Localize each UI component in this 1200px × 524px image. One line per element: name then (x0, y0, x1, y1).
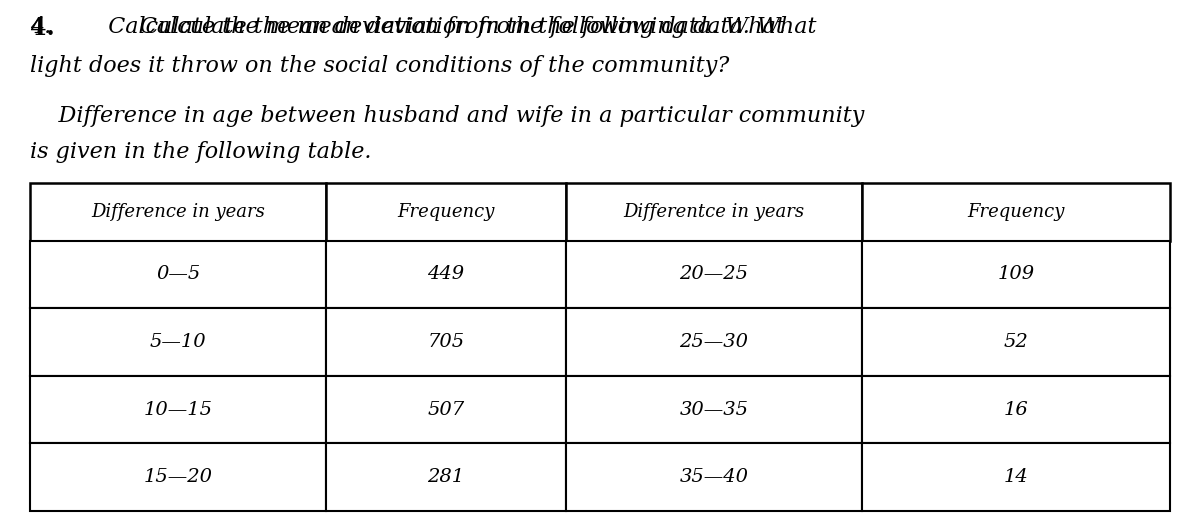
Bar (863, 376, 1170, 443)
Text: 4.: 4. (30, 16, 55, 40)
Text: 25—30: 25—30 (679, 333, 749, 351)
Bar (566, 241, 863, 308)
Bar (326, 443, 566, 511)
Text: 52: 52 (1003, 333, 1028, 351)
Text: 10—15: 10—15 (144, 400, 212, 419)
Bar (30, 376, 326, 443)
Bar (566, 443, 863, 511)
Text: 281: 281 (427, 468, 464, 486)
Text: Frequency: Frequency (967, 203, 1064, 221)
Text: 0—5: 0—5 (156, 266, 200, 283)
Bar (30, 241, 326, 308)
Text: 35—40: 35—40 (679, 468, 749, 486)
Text: Difference in years: Difference in years (91, 203, 265, 221)
Text: 20—25: 20—25 (679, 266, 749, 283)
Bar (30, 443, 326, 511)
Text: Differentce in years: Differentce in years (624, 203, 804, 221)
Text: 16: 16 (1003, 400, 1028, 419)
Bar (863, 308, 1170, 376)
Text: 705: 705 (427, 333, 464, 351)
Bar (566, 308, 863, 376)
Text: 449: 449 (427, 266, 464, 283)
Bar (566, 183, 863, 241)
Text: 14: 14 (1003, 468, 1028, 486)
Bar (326, 183, 566, 241)
Text: Difference in age between husband and wife in a particular community: Difference in age between husband and wi… (30, 105, 864, 127)
Text: 30—35: 30—35 (679, 400, 749, 419)
Text: Calculate the mean deviation from the following data. What: Calculate the mean deviation from the fo… (90, 16, 816, 38)
Bar (30, 183, 326, 241)
Bar (566, 376, 863, 443)
Bar (30, 308, 326, 376)
Bar (326, 376, 566, 443)
Bar (326, 308, 566, 376)
Text: 507: 507 (427, 400, 464, 419)
Text: 5—10: 5—10 (150, 333, 206, 351)
Bar (863, 443, 1170, 511)
Bar (863, 241, 1170, 308)
Bar (863, 183, 1170, 241)
Text: 109: 109 (997, 266, 1034, 283)
Text: Frequency: Frequency (397, 203, 494, 221)
Text: light does it throw on the social conditions of the community?: light does it throw on the social condit… (30, 55, 730, 77)
Text: is given in the following table.: is given in the following table. (30, 141, 372, 163)
Bar (326, 241, 566, 308)
Text: 4.        Calculate the mean deviation from the following data. What: 4. Calculate the mean deviation from the… (30, 16, 785, 38)
Text: 15—20: 15—20 (144, 468, 212, 486)
